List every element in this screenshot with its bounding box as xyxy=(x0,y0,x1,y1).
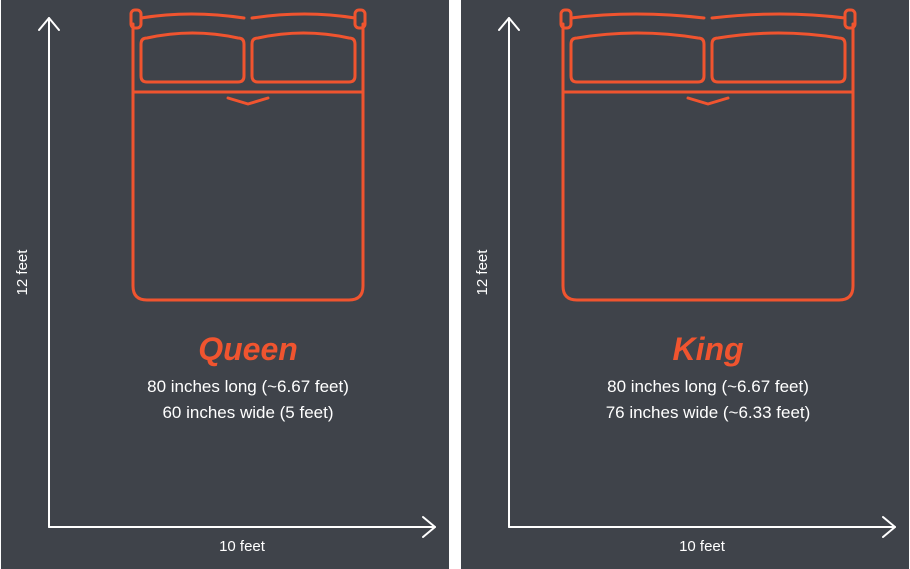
y-axis-label: 12 feet xyxy=(474,249,491,296)
x-axis-label: 10 feet xyxy=(679,538,726,555)
bed-spec-line1: 80 inches long (~6.67 feet) xyxy=(147,377,349,396)
x-axis-label: 10 feet xyxy=(219,538,266,555)
bed-title: Queen xyxy=(198,331,298,367)
panel-king: 12 feet 10 feet King 80 inches long (~6.67 … xyxy=(460,0,910,569)
bed-title: King xyxy=(672,331,743,367)
panel-bg xyxy=(461,0,909,569)
bed-spec-line2: 60 inches wide (5 feet) xyxy=(162,403,333,422)
bed-spec-line1: 80 inches long (~6.67 feet) xyxy=(607,377,809,396)
panel-queen: 12 feet 10 feet Queen 80 inches long (~6.67… xyxy=(0,0,450,569)
diagram-container: 12 feet 10 feet Queen 80 inches long (~6.67… xyxy=(0,0,910,569)
bed-spec-line2: 76 inches wide (~6.33 feet) xyxy=(606,403,811,422)
y-axis-label: 12 feet xyxy=(14,249,31,296)
panel-bg xyxy=(1,0,449,569)
